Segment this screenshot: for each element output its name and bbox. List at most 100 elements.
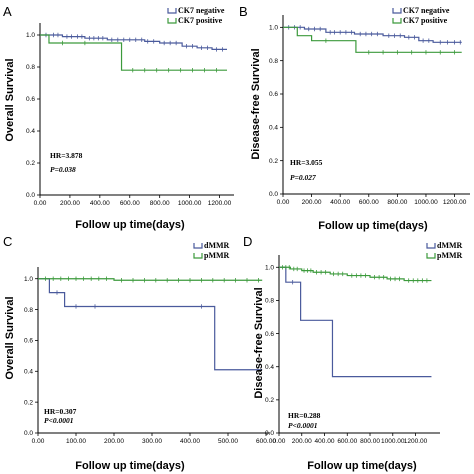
panel-c-y-tick-label-2: 0.4 <box>24 368 33 375</box>
panel-a-y-tick-label-2: 0.4 <box>26 128 35 135</box>
panel-a-x-tick-label-4: 800.00 <box>150 200 170 207</box>
panel-c-x-tick-label-3: 300.00 <box>142 438 162 445</box>
panel-d-hr: HR=0.288 <box>288 411 321 420</box>
panel-a-y-tick-label-3: 0.6 <box>26 96 35 103</box>
panel-c-y-tick-label-1: 0.2 <box>24 399 33 406</box>
panel-b-series-1-line <box>283 26 462 53</box>
panel-b-legend-label-0: CK7 negative <box>403 6 450 15</box>
panel-c-series-1-line <box>38 278 263 281</box>
panel-b-legend-symbol-1 <box>392 18 402 24</box>
panel-a-legend: CK7 negative CK7 positive <box>167 6 225 25</box>
panel-a-legend-label-0: CK7 negative <box>178 6 225 15</box>
panel-d-p: P<0.0001 <box>288 421 317 430</box>
panel-b-legend-symbol-0 <box>392 8 402 14</box>
panel-b-xlabel: Follow up time(days) <box>318 220 428 232</box>
panel-c-x-tick-label-1: 100.00 <box>66 438 86 445</box>
panel-b-x-tick-label-3: 600.00 <box>359 199 379 206</box>
panel-c-x-tick-label-6: 600.00 <box>256 438 276 445</box>
panel-d-y-tick-label-0: 0.0 <box>265 430 274 437</box>
panel-c-p: P<0.0001 <box>44 416 73 425</box>
panel-a-letter: A <box>3 4 12 19</box>
panel-c-letter: C <box>3 234 12 249</box>
panel-c-legend-label-0: dMMR <box>204 241 230 250</box>
panel-d-letter: D <box>243 234 252 249</box>
panel-c-x-tick-label-4: 400.00 <box>180 438 200 445</box>
panel-b-y-tick-label-3: 0.6 <box>269 91 278 98</box>
panel-b-series-0-line <box>283 26 462 43</box>
panel-c-ylabel: Overall Survival <box>4 296 16 379</box>
panel-b-y-tick-label-2: 0.4 <box>269 125 278 132</box>
panel-d-series-1-line <box>279 266 432 282</box>
panel-d-x-tick-label-5: 1000.00 <box>381 438 405 445</box>
panel-a-ylabel: Overall Survival <box>4 58 16 141</box>
panel-d-legend-label-0: dMMR <box>437 241 463 250</box>
panel-a-p: P=0.038 <box>50 165 76 174</box>
panel-c-x-tick-label-0: 0.00 <box>32 438 45 445</box>
panel-b-x-tick-label-4: 800.00 <box>387 199 407 206</box>
panel-d-legend-symbol-1 <box>426 253 436 259</box>
panel-a-legend-symbol-0 <box>167 8 177 14</box>
panel-a-x-tick-label-6: 1200.00 <box>208 200 232 207</box>
panel-d-y-tick-label-4: 0.8 <box>265 298 274 305</box>
panel-a-xlabel: Follow up time(days) <box>75 219 185 231</box>
panel-b-x-tick-label-6: 1200.00 <box>443 199 467 206</box>
panel-c-legend-symbol-1 <box>193 253 203 259</box>
panel-c-legend-label-1: pMMR <box>204 251 230 260</box>
panel-d-y-tick-label-5: 1.0 <box>265 264 274 271</box>
panel-c-hr: HR=0.307 <box>44 407 77 416</box>
panel-b-legend: CK7 negative CK7 positive <box>392 6 450 25</box>
panel-d-x-tick-label-3: 600.00 <box>337 438 357 445</box>
panel-a-y-tick-label-1: 0.2 <box>26 160 35 167</box>
panel-b-y-tick-label-4: 0.8 <box>269 58 278 65</box>
panel-b-x-tick-label-2: 400.00 <box>330 199 350 206</box>
panel-a-x-tick-label-0: 0.00 <box>34 200 47 207</box>
panel-b-hr: HR=3.055 <box>290 158 323 167</box>
panel-d-legend-label-1: pMMR <box>437 251 463 260</box>
panel-d-x-tick-label-0: 0.00 <box>273 438 286 445</box>
panel-a-y-tick-label-4: 0.8 <box>26 64 35 71</box>
panel-b-y-tick-label-0: 0.0 <box>269 191 278 198</box>
panel-d-series-0-line <box>279 266 432 378</box>
panel-c-legend-symbol-0 <box>193 243 203 249</box>
panel-c-y-tick-label-0: 0.0 <box>24 430 33 437</box>
panel-b-ylabel: Disease-free Survival <box>250 48 262 159</box>
panel-c-y-tick-label-4: 0.8 <box>24 307 33 314</box>
panel-a-x-tick-label-2: 400.00 <box>90 200 110 207</box>
panel-b-x-tick-label-0: 0.00 <box>277 199 290 206</box>
panel-c-y-tick-label-3: 0.6 <box>24 338 33 345</box>
panel-a-series-0-line <box>40 34 228 50</box>
panel-a-legend-symbol-1 <box>167 18 177 24</box>
panel-b-letter: B <box>239 4 248 19</box>
panel-b-y-tick-label-5: 1.0 <box>269 25 278 32</box>
panel-d-y-tick-label-1: 0.2 <box>265 397 274 404</box>
panel-d-legend-symbol-0 <box>426 243 436 249</box>
panel-c-legend: dMMR pMMR <box>193 241 230 260</box>
panel-b-y-tick-label-1: 0.2 <box>269 158 278 165</box>
panel-b-p: P=0.027 <box>290 173 316 182</box>
panel-b-x-tick-label-1: 200.00 <box>302 199 322 206</box>
panel-d-xlabel: Follow up time(days) <box>307 460 417 472</box>
panel-d-legend: dMMR pMMR <box>426 241 463 260</box>
panel-d-x-tick-label-1: 200.00 <box>292 438 312 445</box>
panel-a-x-tick-label-3: 600.00 <box>120 200 140 207</box>
panel-a-legend-label-1: CK7 positive <box>178 16 223 25</box>
panel-c-y-tick-label-5: 1.0 <box>24 276 33 283</box>
panel-d-ylabel: Disease-free Survival <box>253 287 265 398</box>
panel-b-x-tick-label-5: 1000.00 <box>414 199 438 206</box>
panel-c: C Overall Survival Follow up time(days) … <box>3 234 276 472</box>
panel-c-x-tick-label-2: 200.00 <box>104 438 124 445</box>
panel-d-x-tick-label-2: 400.00 <box>315 438 335 445</box>
panel-b-legend-label-1: CK7 positive <box>403 16 448 25</box>
panel-a-x-tick-label-1: 200.00 <box>60 200 80 207</box>
panel-c-xlabel: Follow up time(days) <box>75 460 185 472</box>
panel-a: A Overall Survival Follow up time(days) … <box>3 4 234 231</box>
panel-a-y-tick-label-0: 0.0 <box>26 192 35 199</box>
panel-d-x-tick-label-6: 1200.00 <box>404 438 428 445</box>
panel-a-y-tick-label-5: 1.0 <box>26 32 35 39</box>
panel-c-x-tick-label-5: 500.00 <box>218 438 238 445</box>
panel-d-y-tick-label-3: 0.6 <box>265 331 274 338</box>
panel-d: D Disease-free Survival Follow up time(d… <box>243 234 463 472</box>
panel-d-y-tick-label-2: 0.4 <box>265 364 274 371</box>
panel-c-series-0-line <box>38 278 263 371</box>
